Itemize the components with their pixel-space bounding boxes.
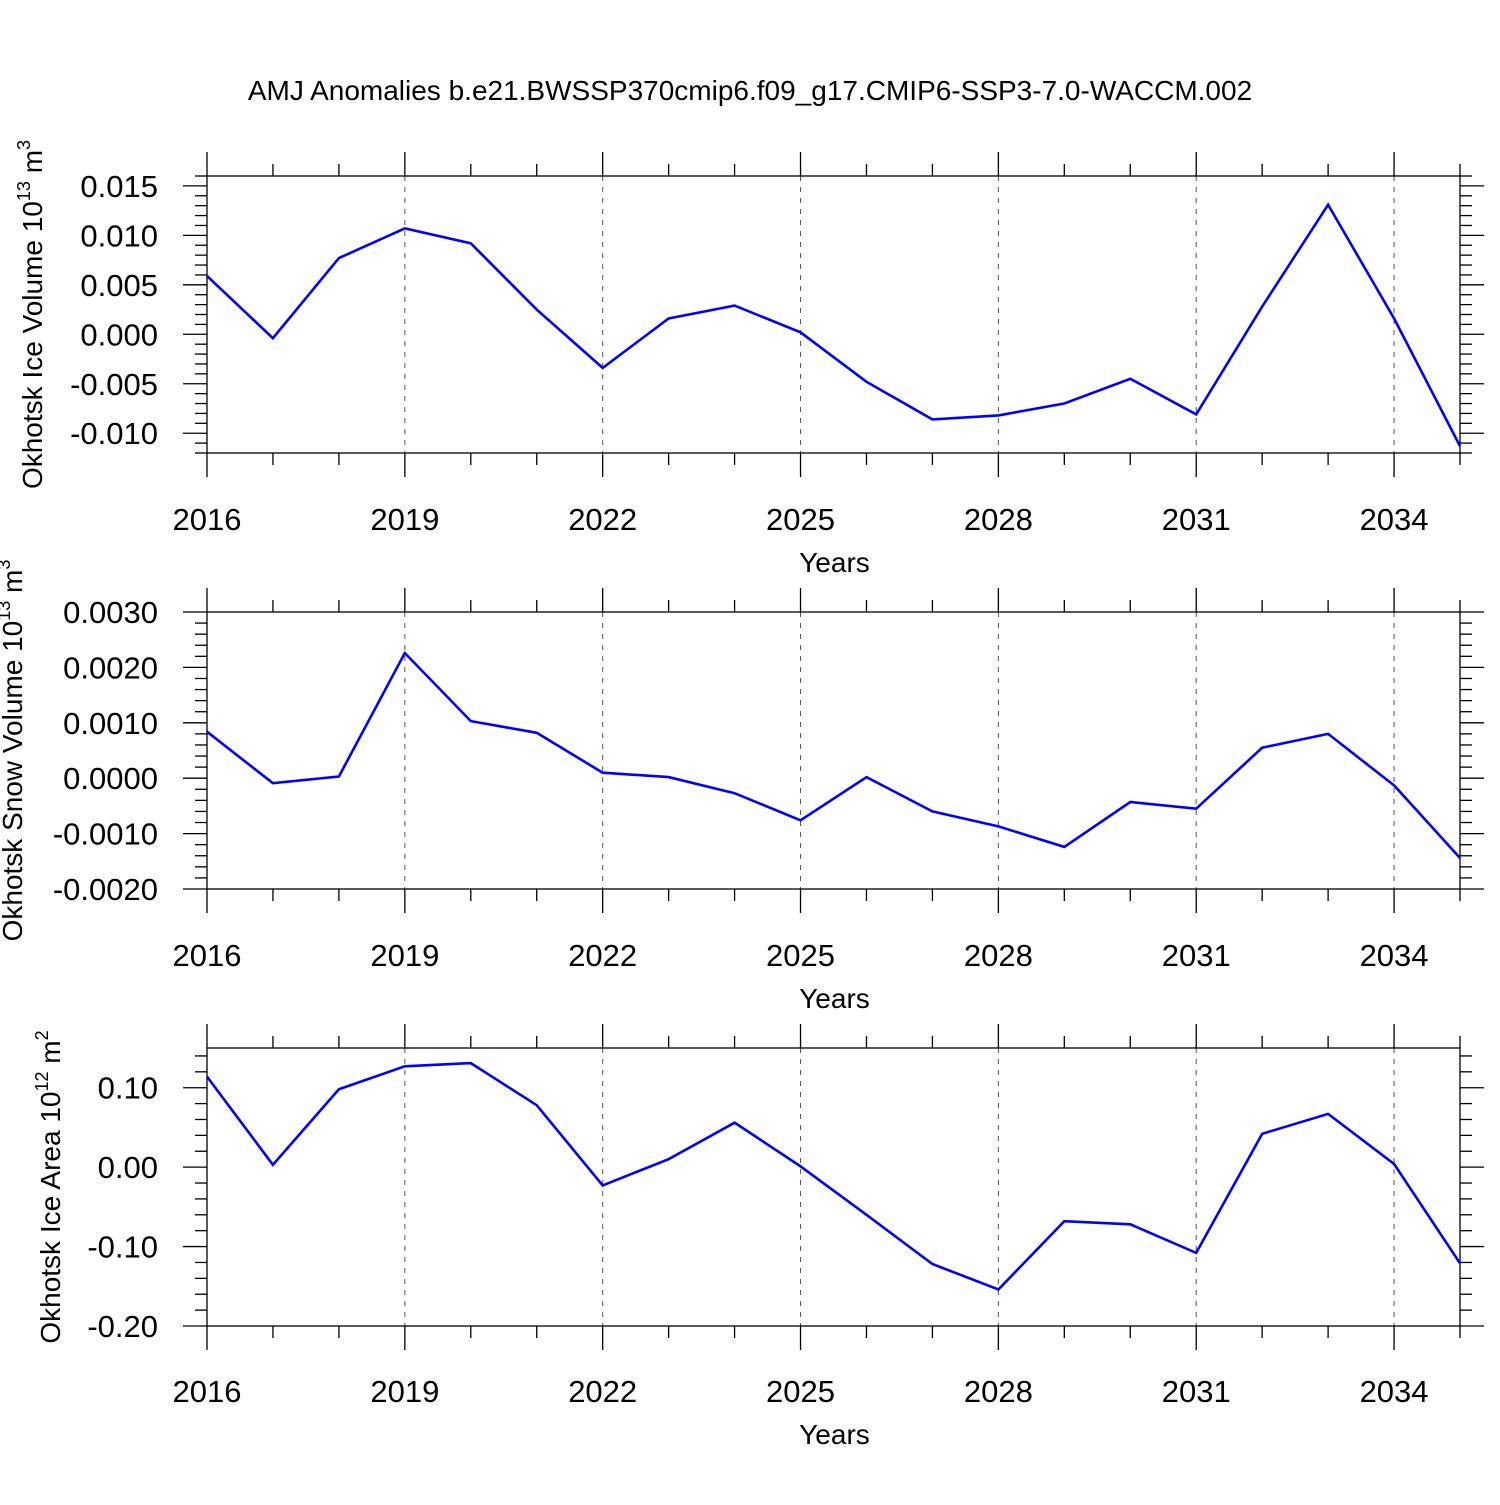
- x-tick-label: 2019: [370, 1374, 439, 1409]
- x-tick-label: 2025: [766, 502, 835, 537]
- y-tick-label: -0.010: [70, 416, 158, 451]
- y-axis-title: Okhotsk Ice Volume 1013 m3: [14, 140, 48, 489]
- x-axis-title: Years: [799, 983, 870, 1014]
- x-tick-label: 2025: [766, 938, 835, 973]
- x-tick-label: 2022: [568, 502, 637, 537]
- chart-panel-3: 2016 2019 2022 2025 2028 2031 2034 Years 0.10 0.0…: [32, 1024, 1484, 1450]
- x-tick-label: 2022: [568, 938, 637, 973]
- x-tick-label: 2034: [1360, 1374, 1429, 1409]
- y-tick-label: -0.0010: [53, 817, 158, 852]
- series-line: [207, 1063, 1460, 1289]
- x-tick-label: 2019: [370, 938, 439, 973]
- chart-panel-2: 2016 2019 2022 2025 2028 2031 2034 Years 0.0030 0…: [0, 560, 1484, 1014]
- x-tick-label: 2016: [173, 938, 242, 973]
- series-line: [207, 205, 1460, 446]
- x-tick-label: 2019: [370, 502, 439, 537]
- y-axis-title: Okhotsk Snow Volume 1013 m3: [0, 560, 28, 942]
- x-tick-label: 2031: [1162, 1374, 1231, 1409]
- x-tick-label: 2034: [1360, 502, 1429, 537]
- series-line: [207, 653, 1460, 858]
- plot-frame: [207, 1048, 1460, 1326]
- x-tick-label: 2031: [1162, 938, 1231, 973]
- x-tick-label: 2022: [568, 1374, 637, 1409]
- x-tick-label: 2028: [964, 938, 1033, 973]
- chart-title: AMJ Anomalies b.e21.BWSSP370cmip6.f09_g1…: [248, 75, 1252, 106]
- x-tick-label: 2016: [173, 1374, 242, 1409]
- y-tick-label: -0.0020: [53, 872, 158, 907]
- y-tick-label: -0.005: [70, 367, 158, 402]
- y-tick-label: 0.000: [80, 317, 158, 352]
- y-tick-label: 0.0010: [63, 706, 158, 741]
- x-tick-label: 2016: [173, 502, 242, 537]
- x-tick-label: 2025: [766, 1374, 835, 1409]
- plot-frame: [207, 612, 1460, 889]
- y-tick-label: 0.015: [80, 169, 158, 204]
- y-tick-label: 0.0030: [63, 595, 158, 630]
- y-tick-label: 0.0020: [63, 650, 158, 685]
- x-tick-label: 2031: [1162, 502, 1231, 537]
- y-tick-label: 0.010: [80, 218, 158, 253]
- x-axis-title: Years: [799, 547, 870, 578]
- y-tick-label: 0.10: [98, 1071, 158, 1106]
- x-tick-label: 2034: [1360, 938, 1429, 973]
- chart-panel-1: 2016 2019 2022 2025 2028 2031 2034 Years 0.015 0.…: [14, 140, 1484, 578]
- y-axis-title: Okhotsk Ice Area 1012 m2: [32, 1030, 66, 1343]
- y-tick-label: 0.0000: [63, 761, 158, 796]
- y-tick-label: 0.005: [80, 268, 158, 303]
- y-tick-label: -0.20: [87, 1309, 158, 1344]
- plot-frame: [207, 176, 1460, 453]
- x-tick-label: 2028: [964, 502, 1033, 537]
- x-tick-label: 2028: [964, 1374, 1033, 1409]
- y-tick-label: -0.10: [87, 1230, 158, 1265]
- x-axis-title: Years: [799, 1419, 870, 1450]
- y-tick-label: 0.00: [98, 1150, 158, 1185]
